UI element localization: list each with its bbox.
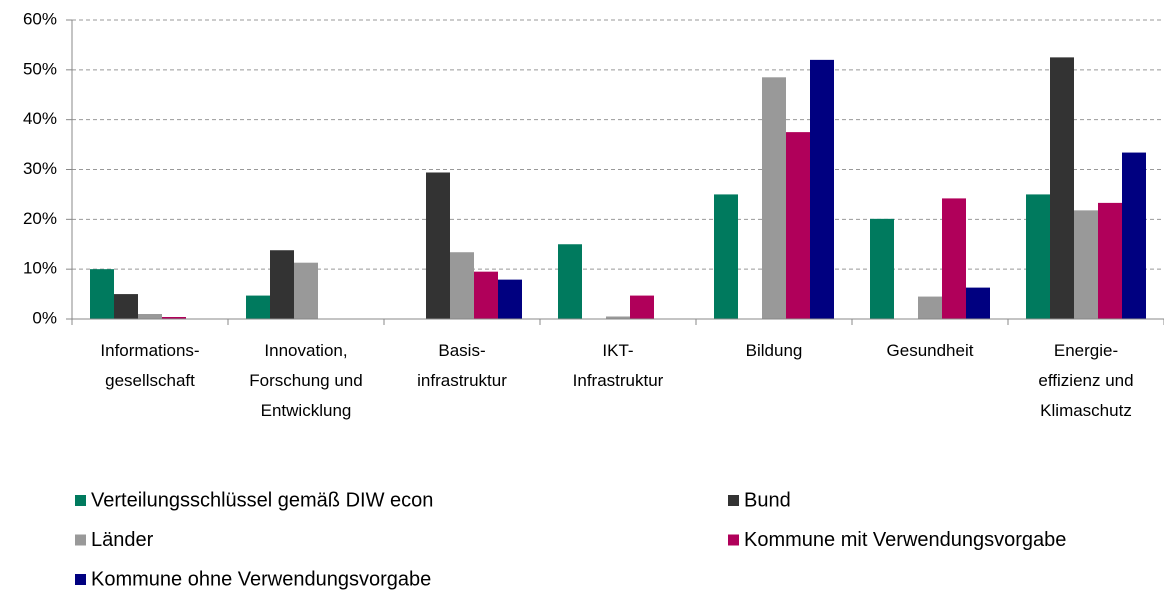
bar [162,317,186,319]
legend-swatch [728,495,739,506]
bar [498,279,522,319]
bar [810,59,834,319]
legend-label: Länder [91,529,154,551]
bar [246,295,270,319]
x-tick-label: Energie-effizienz und Klimaschutz [1038,341,1133,420]
bar [1026,194,1050,319]
bar [1098,202,1122,319]
bar [270,250,294,319]
y-tick-label: 30% [23,159,57,178]
x-tick-label: Gesundheit [887,341,974,360]
bar [294,262,318,319]
bar [630,295,654,319]
legend-label: Bund [744,489,791,511]
legend-label: Kommune mit Verwendungsvorgabe [744,529,1066,551]
y-tick-label: 60% [23,9,57,28]
bar [558,244,582,319]
y-tick-label: 0% [32,308,57,327]
y-tick-label: 50% [23,59,57,78]
bar [1074,210,1098,319]
bar [114,294,138,319]
bar [1050,57,1074,319]
bar [606,316,630,319]
y-tick-label: 20% [23,209,57,228]
bar [714,194,738,319]
legend-swatch [728,534,739,546]
legend-swatch [75,534,86,546]
bar [1122,152,1146,319]
bar [450,252,474,319]
bar [966,287,990,319]
bar [942,198,966,319]
bar [918,296,942,319]
bar [762,77,786,319]
bar [426,172,450,319]
legend-label: Kommune ohne Verwendungsvorgabe [91,568,431,590]
legend-swatch [75,495,86,506]
y-tick-label: 40% [23,109,57,128]
bar [90,269,114,319]
bar [138,314,162,319]
bar [870,218,894,319]
x-tick-label: Bildung [746,341,803,360]
bar [474,271,498,319]
x-tick-label: Innovation, Forschung und Entwicklung [249,341,362,420]
x-tick-label: Informations-gesellschaft [100,341,199,390]
y-tick-label: 10% [23,259,57,278]
x-tick-label: Basis-infrastruktur [417,341,507,390]
legend-label: Verteilungsschlüssel gemäß DIW econ [91,489,433,511]
legend-swatch [75,574,86,585]
x-tick-label: IKT-Infrastruktur [573,341,664,390]
bar [786,132,810,319]
